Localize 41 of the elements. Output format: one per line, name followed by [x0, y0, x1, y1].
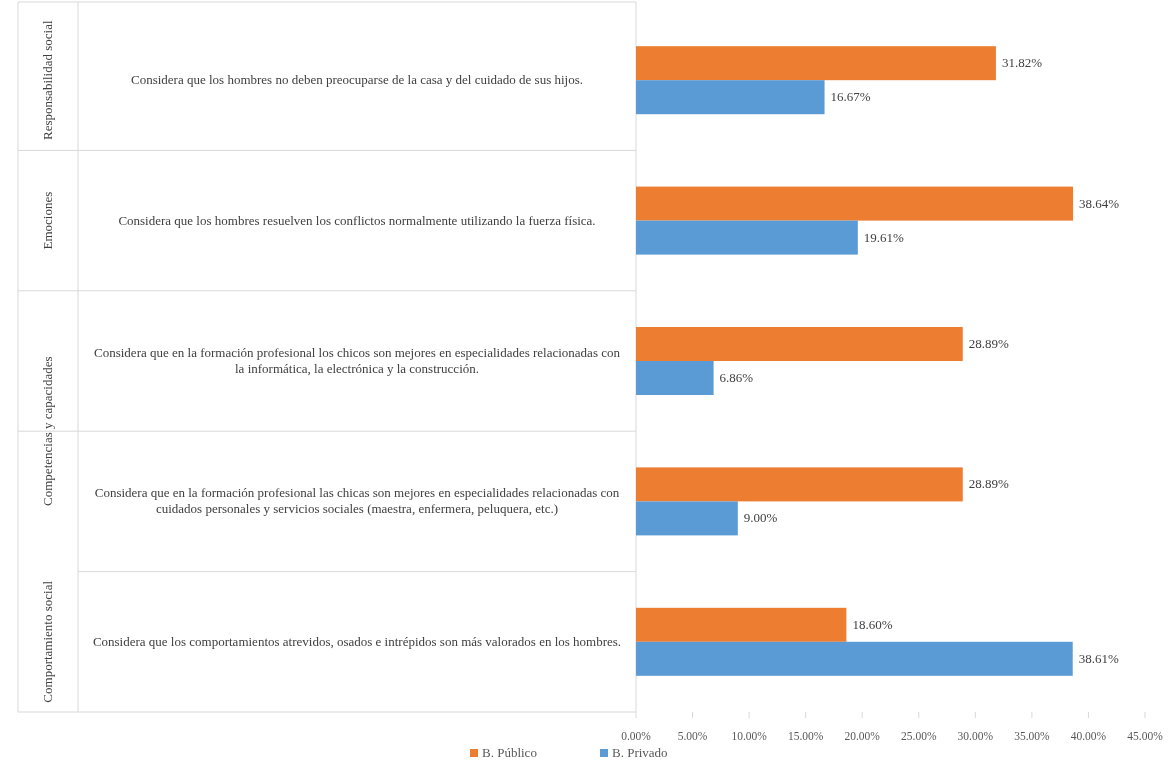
bar: [636, 607, 847, 642]
bar: [636, 327, 963, 361]
y-tick-label: Considera que los hombres no deben preocuparse de la casa y del cuidado de sus hijos.: [131, 72, 583, 88]
x-tick-label: 40.00%: [1070, 730, 1107, 742]
data-label: 38.64%: [1079, 195, 1120, 211]
bar: [636, 361, 714, 395]
legend-label: B. Privado: [612, 745, 668, 760]
x-tick-label: 15.00%: [787, 730, 824, 742]
x-tick-label: 30.00%: [957, 730, 994, 742]
y-tick-label: Considera que en la formación profesional los chicos son mejores en especialidades relacionadas con la informática, la electrónica y la construcción.: [94, 345, 621, 376]
x-tick-label: 10.00%: [731, 730, 768, 742]
bar: [636, 220, 858, 255]
text: Responsabilidad social: [40, 20, 55, 140]
data-label: 38.61%: [1078, 650, 1119, 666]
bar: [636, 80, 825, 115]
y-tick-label: Considera que los hombres resuelven los conflictos normalmente utilizando la fuerza física.: [118, 212, 596, 228]
data-label: 9.00%: [743, 510, 778, 526]
data-label: 28.89%: [968, 336, 1010, 351]
x-tick-label: 45.00%: [1127, 730, 1164, 742]
data-label: 19.61%: [863, 229, 905, 245]
data-label: 31.82%: [1001, 55, 1043, 71]
text: Emociones: [40, 191, 55, 250]
bar: [636, 186, 1074, 221]
data-label: 28.89%: [968, 476, 1010, 492]
legend-label: B. Público: [482, 745, 537, 760]
data-label: 18.60%: [852, 616, 893, 632]
y-tick-label: Considera que en la formación profesional las chicas son mejores en especialidades relacionadas con cuidados personales y servicios sociales (maestra, enfermera, peluquera, etc.): [94, 485, 620, 517]
x-tick-label: 0.00%: [621, 730, 652, 742]
x-tick-label: 35.00%: [1014, 730, 1051, 742]
bar: [636, 46, 996, 81]
x-tick-label: 20.00%: [844, 730, 881, 742]
y-tick-label: Considera que los comportamientos atrevidos, osados e intrépidos son más valorados en los hombres.: [92, 633, 622, 649]
bar: [636, 467, 963, 502]
x-tick-label: 25.00%: [901, 730, 937, 742]
text: Competencias y capacidades: [40, 356, 55, 506]
data-label: 16.67%: [830, 89, 871, 105]
x-tick-label: 5.00%: [677, 730, 708, 742]
bar: [636, 501, 738, 536]
bar: [636, 641, 1073, 676]
data-label: 6.86%: [719, 370, 754, 385]
text: Comportamiento social: [40, 580, 55, 703]
